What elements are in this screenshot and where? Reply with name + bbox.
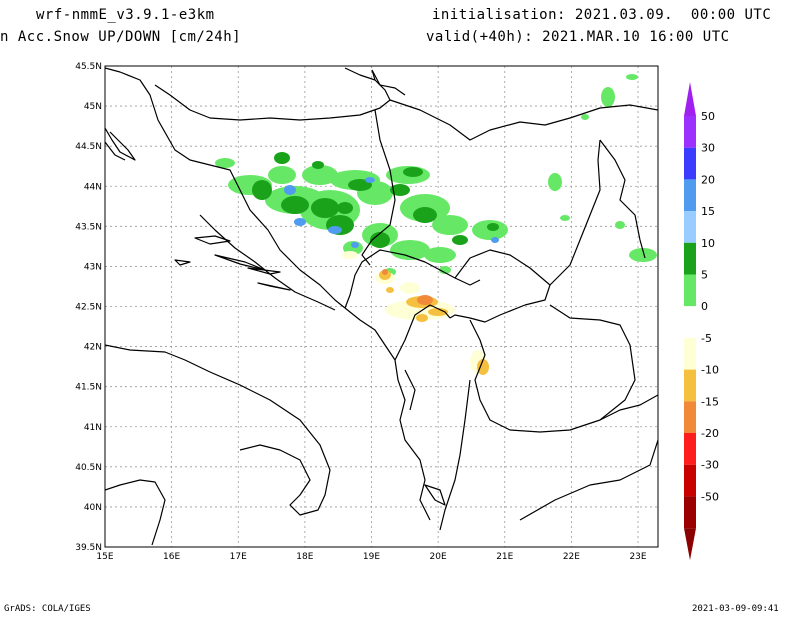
colorbar-label: 10 <box>701 237 715 250</box>
lat-tick-label: 40.5N <box>75 463 102 473</box>
init-time: initialisation: 2021.03.09. 00:00 UTC <box>432 7 772 23</box>
footer-timestamp: 2021-03-09-09:41 <box>692 604 779 614</box>
colorbar-label: 0 <box>701 300 708 313</box>
graticule <box>105 66 658 547</box>
colorbar-swatch <box>684 337 696 370</box>
lat-tick-label: 45.5N <box>75 62 102 72</box>
lon-tick-label: 18E <box>296 552 313 562</box>
colorbar-swatch <box>684 116 696 148</box>
colorbar-bottom-arrow <box>684 528 696 561</box>
colorbar-label: -15 <box>701 395 719 408</box>
colorbar-label: 20 <box>701 173 715 186</box>
colorbar-label: 15 <box>701 205 715 218</box>
colorbar-swatch <box>684 369 696 402</box>
lat-tick-label: 39.5N <box>75 543 102 553</box>
lat-tick-label: 42.5N <box>75 303 102 313</box>
lat-tick-label: 43N <box>84 262 102 272</box>
footer-credit: GrADS: COLA/IGES <box>4 604 91 614</box>
lon-tick-label: 16E <box>163 552 180 562</box>
colorbar-label: -20 <box>701 427 719 440</box>
lon-ticks: 15E 16E 17E 18E 19E 20E 21E 22E 23E <box>96 552 646 562</box>
lat-tick-label: 40N <box>84 503 102 513</box>
colorbar-swatch <box>684 306 696 338</box>
map-frame <box>104 65 659 548</box>
colorbar-label: 5 <box>701 269 708 282</box>
lon-tick-label: 19E <box>363 552 380 562</box>
lon-tick-label: 22E <box>563 552 580 562</box>
valid-time: valid(+40h): 2021.MAR.10 16:00 UTC <box>426 29 730 45</box>
colorbar-swatch <box>684 433 696 465</box>
colorbar-label: -5 <box>701 332 712 345</box>
colorbar-swatch <box>684 464 696 497</box>
colorbar-label: -50 <box>701 490 719 503</box>
colorbar-swatch <box>684 242 696 275</box>
lon-tick-label: 23E <box>629 552 646 562</box>
colorbar-swatch <box>684 274 696 307</box>
colorbar-label: 50 <box>701 110 715 123</box>
model-title: wrf-nmmE_v3.9.1-e3km <box>36 7 215 23</box>
snow-field <box>105 67 658 546</box>
lat-tick-label: 41.5N <box>75 383 102 393</box>
lon-tick-label: 21E <box>496 552 513 562</box>
colorbar-label: -10 <box>701 364 719 377</box>
lon-tick-label: 17E <box>230 552 247 562</box>
field-title: n Acc.Snow UP/DOWN [cm/24h] <box>0 29 242 45</box>
lat-ticks: 45.5N 45N 44.5N 44N 43.5N 43N 42.5N 42N 41.5N 41N… <box>75 62 102 553</box>
colorbar-label: -30 <box>701 459 719 472</box>
colorbar-swatch <box>684 211 696 243</box>
lat-tick-label: 45N <box>84 102 102 112</box>
lat-tick-label: 42N <box>84 343 102 353</box>
lon-tick-label: 20E <box>430 552 447 562</box>
colorbar-swatch <box>684 496 696 529</box>
colorbar-label: 30 <box>701 142 715 155</box>
lat-tick-label: 41N <box>84 423 102 433</box>
lat-tick-label: 44N <box>84 182 102 192</box>
colorbar-swatch <box>684 179 696 212</box>
lon-tick-label: 15E <box>96 552 113 562</box>
colorbar-swatch <box>684 147 696 180</box>
lat-tick-label: 44.5N <box>75 142 102 152</box>
colorbar-swatch <box>684 401 696 433</box>
lat-tick-label: 43.5N <box>75 222 102 232</box>
colorbar-top-arrow <box>684 82 696 116</box>
